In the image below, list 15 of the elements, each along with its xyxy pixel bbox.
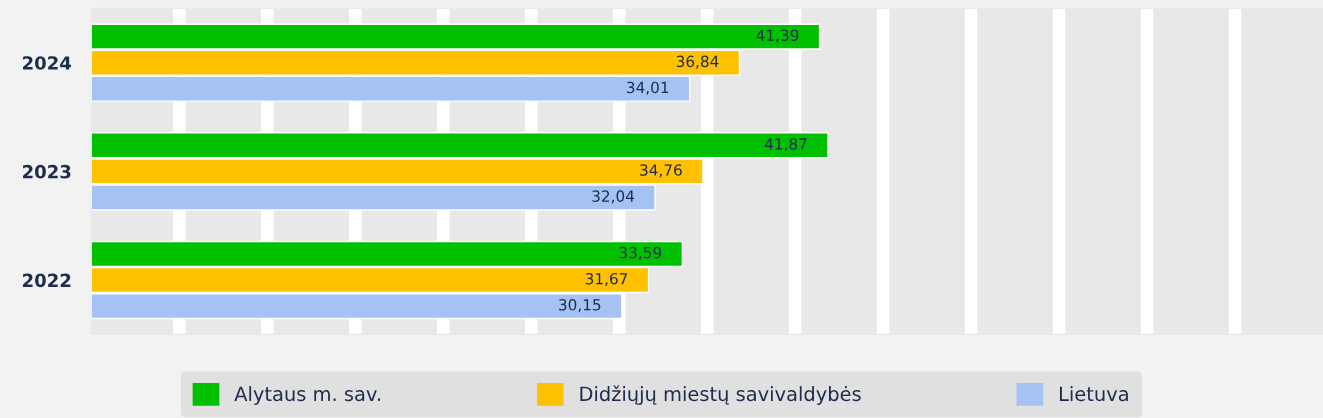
data-label: 34,76 [640, 164, 682, 178]
data-label: 36,84 [676, 55, 719, 69]
y-tick-label: 2024 [23, 56, 72, 70]
data-label: 31,67 [585, 272, 628, 287]
legend-label: Lietuva [1059, 386, 1128, 402]
y-tick-label: 2023 [23, 164, 71, 179]
legend-label: Didžiųjų miestų savivaldybės [580, 385, 861, 405]
data-label: 30,15 [559, 299, 601, 313]
data-label: 33,59 [619, 246, 662, 260]
data-label: 32,04 [592, 190, 635, 204]
data-label: 41,87 [764, 138, 807, 152]
data-label: 41,39 [756, 29, 799, 43]
data-label: 34,01 [627, 81, 669, 95]
legend-label: Alytaus m. sav. [234, 386, 381, 405]
y-tick-label: 2022 [23, 273, 71, 288]
